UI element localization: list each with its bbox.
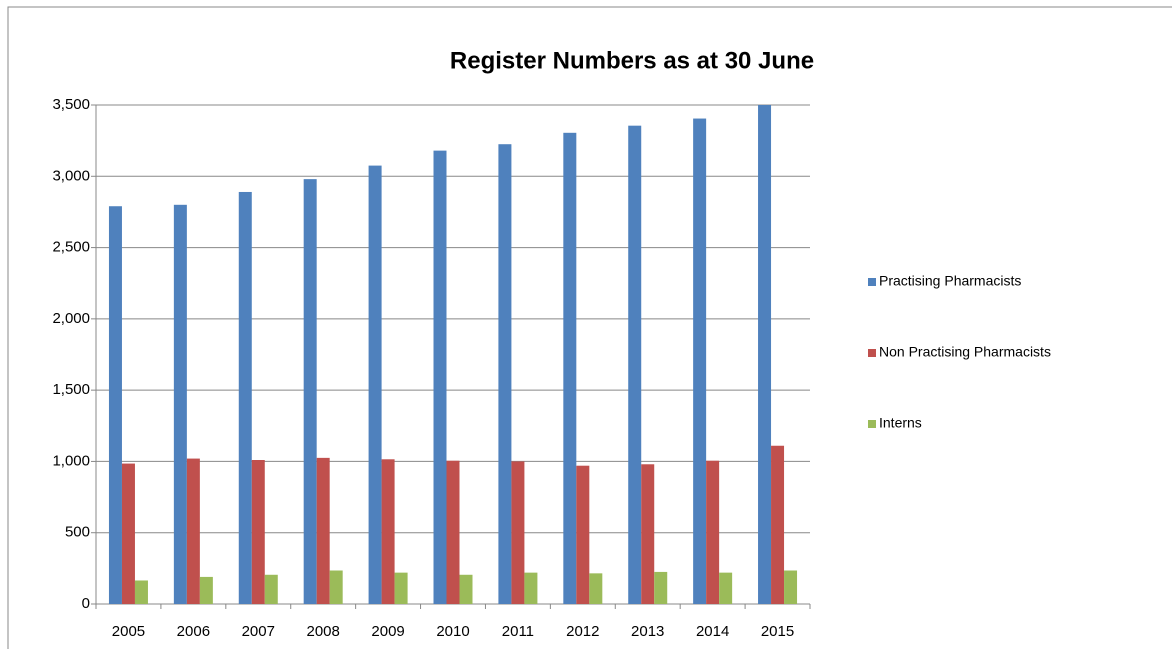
bar — [589, 573, 603, 604]
bar — [238, 191, 252, 604]
bar — [368, 165, 382, 605]
legend-swatch — [868, 278, 876, 286]
legend-swatch — [868, 420, 876, 428]
x-tick-label: 2011 — [502, 623, 534, 640]
bar — [173, 204, 187, 605]
y-tick-label: 3,500 — [52, 96, 90, 113]
y-tick-label: 1,500 — [52, 381, 90, 398]
bar — [433, 150, 447, 604]
bar — [121, 463, 135, 604]
legend-swatch — [868, 349, 876, 357]
chart-title: Register Numbers as at 30 June — [450, 47, 814, 74]
bar — [446, 460, 460, 604]
x-tick-label: 2008 — [306, 623, 339, 640]
x-tick-label: 2010 — [436, 623, 469, 640]
x-tick-label: 2015 — [761, 623, 794, 640]
bar — [459, 574, 473, 604]
chart-border — [7, 6, 1172, 649]
bar — [394, 572, 408, 604]
bar — [264, 574, 278, 604]
y-tick-label: 500 — [65, 524, 90, 541]
bar — [498, 144, 512, 604]
x-tick-label: 2006 — [177, 623, 210, 640]
bar — [316, 457, 330, 604]
x-tick-label: 2007 — [242, 623, 275, 640]
bar — [329, 570, 343, 604]
bar — [199, 576, 213, 604]
y-tick-label: 0 — [82, 595, 90, 612]
x-tick-label: 2012 — [566, 623, 599, 640]
bar — [524, 572, 538, 604]
y-tick-label: 2,500 — [52, 239, 90, 256]
bar — [381, 459, 395, 604]
legend-label: Practising Pharmacists — [879, 273, 1021, 289]
bar — [186, 458, 200, 604]
x-tick-label: 2013 — [631, 623, 664, 640]
bar — [758, 105, 772, 604]
bar — [641, 464, 655, 604]
y-tick-label: 3,000 — [52, 167, 90, 184]
legend-label: Non Practising Pharmacists — [879, 344, 1051, 360]
bar — [706, 460, 720, 604]
x-tick-label: 2009 — [371, 623, 404, 640]
bar — [771, 445, 785, 604]
x-tick-label: 2005 — [112, 623, 145, 640]
legend-label: Interns — [879, 415, 922, 431]
bar — [693, 118, 707, 605]
bar — [134, 580, 148, 604]
bar — [563, 132, 577, 604]
x-tick-label: 2014 — [696, 623, 729, 640]
bar — [511, 461, 525, 604]
bar — [719, 572, 733, 604]
bar — [654, 571, 668, 604]
bar — [784, 570, 798, 604]
bar — [628, 125, 642, 605]
y-tick-label: 1,000 — [52, 452, 90, 469]
bar — [251, 460, 265, 604]
bar — [303, 179, 317, 604]
bar — [108, 206, 122, 604]
y-tick-label: 2,000 — [52, 310, 90, 327]
bar — [576, 465, 590, 604]
